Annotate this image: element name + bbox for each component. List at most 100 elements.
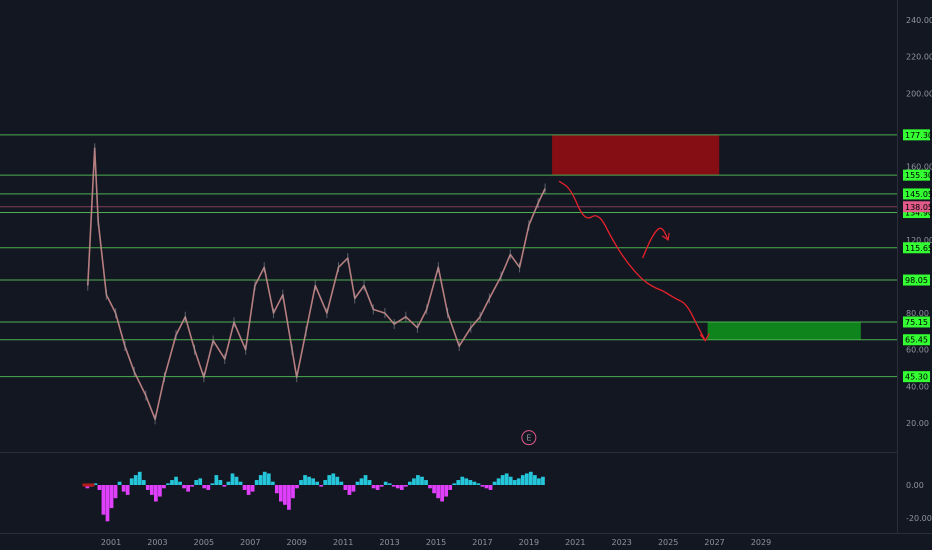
earnings-marker[interactable]: [521, 430, 537, 446]
projection-hook-arrow-head: [661, 232, 670, 241]
oscillator-bar: [141, 480, 146, 485]
level-label[interactable]: 155.30: [905, 171, 932, 180]
oscillator-bar: [533, 475, 537, 485]
oscillator-bar: [295, 485, 299, 489]
price-axis-tick: 40.00: [906, 382, 929, 391]
price-axis-tick: 80.00: [906, 309, 929, 318]
level-label[interactable]: 145.05: [905, 190, 932, 199]
oscillator-bar: [327, 475, 332, 485]
oscillator-bar: [258, 475, 263, 485]
level-label[interactable]: 65.45: [905, 336, 928, 345]
oscillator-bar: [347, 485, 352, 495]
oscillator-bar: [512, 480, 517, 485]
price-pane[interactable]: E: [0, 134, 897, 446]
price-axis-tick: 120.00: [906, 236, 932, 245]
oscillator-bar: [319, 485, 324, 487]
oscillator-bar: [174, 476, 178, 485]
oscillator-bar: [448, 485, 453, 490]
oscillator-bar: [291, 485, 295, 499]
oscillator-bar: [541, 476, 545, 485]
time-axis-tick: 2027: [704, 538, 724, 547]
time-axis-tick: 2011: [333, 538, 353, 547]
oscillator-bar: [528, 471, 533, 485]
oscillator-bar: [399, 485, 404, 490]
oscillator-bar: [93, 483, 98, 485]
price-axis[interactable]: 240.00 220.00 200.00 160.00 120.00 80.00 60.00…: [903, 16, 932, 523]
price-axis-tick: 220.00: [906, 53, 932, 62]
price-axis-tick: 200.00: [906, 89, 932, 98]
oscillator-bar: [287, 485, 291, 510]
time-axis-tick: 2005: [194, 538, 214, 547]
time-axis[interactable]: 2001 2003 2005 2007 2009 2011 2013 2015 2017 2019…: [101, 538, 771, 547]
oscillator-bar: [270, 481, 275, 485]
oscillator-bar: [355, 481, 360, 485]
level-label-bg: [903, 274, 930, 286]
oscillator-bar: [468, 480, 473, 485]
oscillator-bar: [105, 485, 110, 522]
level-label[interactable]: 98.05: [905, 276, 928, 285]
oscillator-pane[interactable]: [82, 471, 545, 522]
oscillator-bar: [133, 475, 138, 485]
resistance-zone[interactable]: [552, 134, 720, 176]
time-axis-tick: 2019: [519, 538, 539, 547]
level-label-bg: [903, 334, 930, 346]
oscillator-bar: [375, 485, 380, 490]
oscillator-bar: [508, 476, 513, 485]
oscillator-bar: [363, 475, 368, 485]
price-axis-tick: 20.00: [906, 419, 929, 428]
oscillator-bar: [254, 480, 259, 485]
oscillator-bar: [307, 476, 311, 485]
oscillator-bar: [170, 480, 174, 485]
oscillator-bar: [367, 480, 372, 485]
oscillator-bar: [359, 478, 364, 485]
level-label[interactable]: 45.30: [905, 373, 928, 382]
oscillator-bar: [472, 481, 477, 485]
oscillator-bar: [496, 478, 501, 485]
level-label-bg: [903, 242, 930, 254]
oscillator-bar: [149, 485, 154, 495]
oscillator-bar: [194, 480, 199, 485]
projection-hook[interactable]: [642, 227, 669, 259]
oscillator-bar: [101, 485, 106, 515]
price-axis-tick: 60.00: [906, 346, 929, 355]
level-label-bg: [903, 207, 930, 219]
time-axis-tick: 2017: [472, 538, 492, 547]
target-zone[interactable]: [707, 321, 861, 340]
price-axis-tick: 160.00: [906, 163, 932, 172]
oscillator-bar: [158, 485, 162, 497]
level-label[interactable]: 134.90: [905, 209, 932, 218]
level-label-bg: [903, 169, 930, 181]
oscillator-bar: [476, 483, 481, 485]
oscillator-bar: [145, 485, 150, 490]
oscillator-bar: [480, 485, 485, 487]
oscillator-bar: [416, 475, 420, 485]
oscillator-bar: [125, 485, 130, 495]
oscillator-bar: [242, 485, 247, 490]
level-label[interactable]: 177.30: [905, 131, 932, 140]
oscillator-bar: [343, 485, 348, 490]
time-axis-tick: 2007: [240, 538, 260, 547]
oscillator-bar: [452, 483, 457, 485]
oscillator-bar: [488, 485, 493, 490]
oscillator-bar: [351, 485, 356, 492]
oscillator-bar: [246, 485, 251, 495]
oscillator-bar: [274, 485, 279, 494]
oscillator-bar: [113, 485, 118, 499]
oscillator-bar: [391, 485, 396, 487]
oscillator-bar: [190, 485, 195, 487]
oscillator-bar: [154, 485, 158, 502]
oscillator-bar: [500, 475, 505, 485]
projection-arrow-head: [699, 333, 710, 342]
time-axis-tick: 2029: [751, 538, 771, 547]
level-label[interactable]: 115.65: [905, 244, 932, 253]
level-label[interactable]: 75.15: [905, 318, 928, 327]
current-price-label[interactable]: 138.05: [905, 203, 932, 212]
oscillator-bar: [85, 485, 90, 489]
time-axis-tick: 2001: [101, 538, 121, 547]
oscillator-bar: [428, 485, 432, 489]
oscillator-bar: [137, 471, 142, 485]
projection-path[interactable]: [558, 180, 706, 341]
oscillator-bar: [335, 476, 340, 485]
oscillator-bar: [383, 481, 388, 485]
